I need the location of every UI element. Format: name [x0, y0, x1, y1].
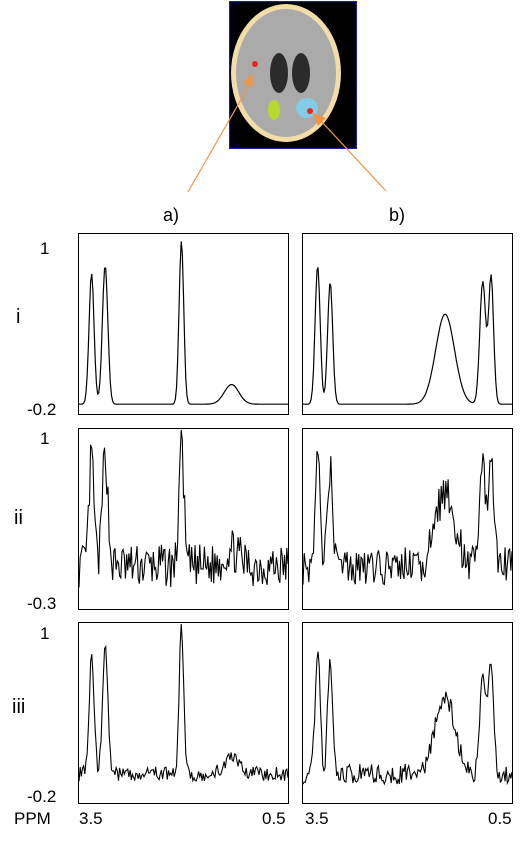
spectrum-panel-ii-b [302, 428, 513, 610]
row-label-iii: iii [12, 696, 26, 718]
spectrum-panel-ii-a [78, 428, 289, 610]
spectrum-trace-iii-a [79, 623, 288, 783]
phantom-image [228, 0, 358, 150]
spectrum-trace-ii-b [303, 450, 512, 586]
spectrum-trace-iii-b [303, 651, 512, 786]
column-label-b: b) [389, 205, 406, 225]
y-tick-top-row-ii: 1 [40, 429, 50, 448]
y-tick-bottom-row-iii: -0.2 [27, 787, 57, 806]
y-tick-bottom-row-ii: -0.3 [27, 594, 57, 613]
row-label-ii: ii [14, 507, 23, 529]
cyan-lesion [296, 98, 318, 118]
phantom-frame [228, 0, 358, 150]
voxel-marker-a [252, 61, 258, 67]
spectrum-panel-i-b [302, 233, 513, 415]
spectrum-trace-i-a [79, 241, 288, 405]
x-tick-right-col-b: 0.5 [488, 809, 512, 828]
x-tick-left-col-a: 3.5 [79, 809, 103, 828]
y-tick-bottom-row-i: -0.2 [27, 400, 57, 419]
spectrum-trace-i-b [303, 267, 512, 405]
row-label-i: i [16, 306, 21, 328]
voxel-marker-b [307, 108, 313, 114]
column-label-a: a) [163, 205, 180, 225]
y-tick-top-row-iii: 1 [40, 624, 50, 643]
spectrum-panel-iii-a [78, 622, 289, 804]
x-tick-left-col-b: 3.5 [305, 809, 329, 828]
left-ventricle [270, 53, 288, 93]
spectrum-panel-iii-b [302, 622, 513, 804]
x-axis-unit-label: PPM [14, 809, 51, 828]
right-ventricle [292, 53, 310, 93]
spectrum-trace-ii-a [79, 429, 288, 588]
y-tick-top-row-i: 1 [40, 239, 50, 258]
spectrum-panel-i-a [78, 233, 289, 415]
green-lesion [268, 100, 280, 120]
x-tick-right-col-a: 0.5 [262, 809, 286, 828]
